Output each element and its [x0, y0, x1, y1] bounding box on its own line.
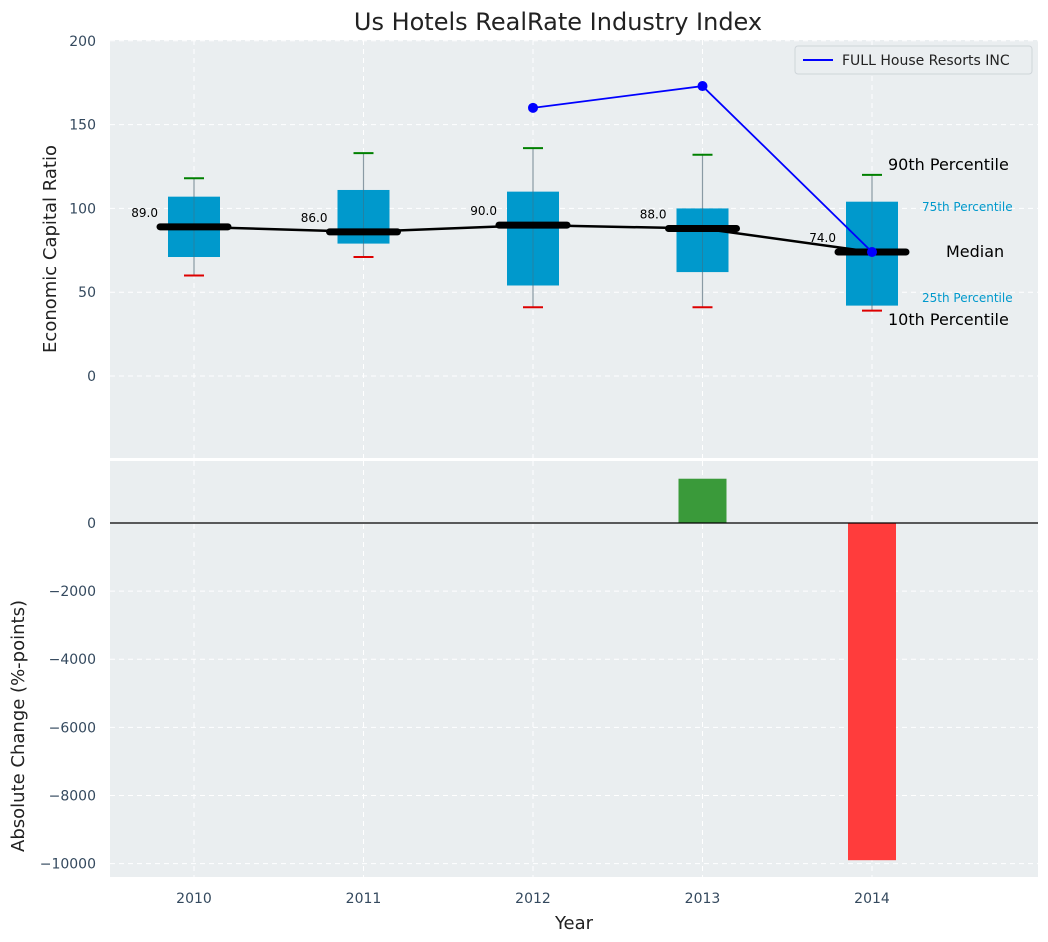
- legend: FULL House Resorts INC: [794, 45, 1033, 75]
- annotation-25th: 25th Percentile: [922, 291, 1013, 305]
- x-axis-label: Year: [554, 913, 594, 934]
- annotation-10th: 10th Percentile: [888, 310, 1009, 329]
- median-value-label: 89.0: [131, 206, 158, 220]
- xtick-label: 2013: [685, 891, 721, 907]
- top-ytick-label: 50: [78, 285, 96, 301]
- top-ytick-label: 100: [69, 201, 96, 217]
- legend-box: [794, 45, 1033, 75]
- bottom-ytick-label: −2000: [49, 584, 96, 600]
- xtick-label: 2010: [176, 891, 212, 907]
- xtick-label: 2012: [515, 891, 551, 907]
- top-y-axis-label: Economic Capital Ratio: [40, 145, 61, 353]
- annotation-median: Median: [946, 242, 1004, 261]
- median-value-label: 74.0: [809, 231, 836, 245]
- annotation-75th: 75th Percentile: [922, 200, 1013, 214]
- bottom-ytick-label: −4000: [49, 652, 96, 668]
- xtick-label: 2014: [854, 891, 890, 907]
- top-ytick-label: 150: [69, 118, 96, 134]
- company-point: [528, 102, 538, 113]
- bottom-ytick-label: −8000: [49, 788, 96, 804]
- top-ytick-label: 200: [69, 34, 96, 50]
- median-value-label: 88.0: [640, 208, 667, 222]
- top-ytick-label: 0: [87, 369, 96, 385]
- change-bar-2013: [678, 478, 727, 523]
- bottom-ytick-label: −6000: [49, 720, 96, 736]
- company-point: [697, 81, 708, 92]
- xtick-label: 2011: [346, 891, 382, 907]
- median-value-label: 90.0: [470, 204, 497, 218]
- bottom-ytick-label: 0: [87, 516, 96, 532]
- bottom-y-axis-label: Absolute Change (%-points): [8, 600, 29, 852]
- bottom-ytick-label: −10000: [40, 857, 96, 873]
- change-bar-2014: [848, 523, 896, 861]
- median-value-label: 86.0: [301, 211, 328, 225]
- legend-label: FULL House Resorts INC: [842, 53, 1010, 69]
- annotation-90th: 90th Percentile: [888, 155, 1009, 174]
- chart-title: Us Hotels RealRate Industry Index: [354, 8, 762, 36]
- median-trend-line: [193, 223, 873, 254]
- company-point: [867, 246, 877, 257]
